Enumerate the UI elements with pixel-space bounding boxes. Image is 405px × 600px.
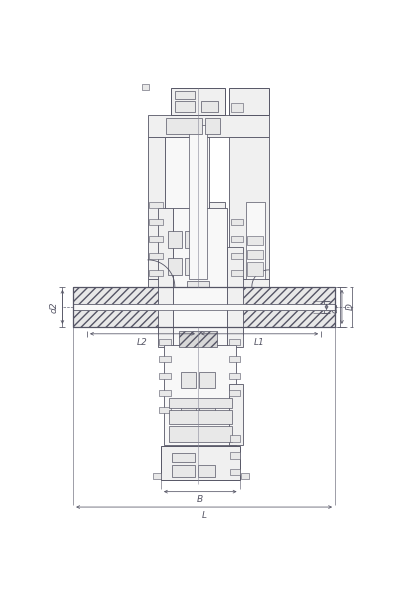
Bar — [168, 398, 232, 409]
Bar — [200, 403, 215, 419]
Bar — [230, 469, 240, 475]
Bar — [149, 253, 162, 259]
Bar — [73, 287, 335, 304]
Bar — [231, 219, 243, 225]
Bar — [175, 101, 195, 112]
Bar — [149, 219, 162, 225]
Bar — [229, 279, 269, 287]
Text: d2: d2 — [49, 301, 59, 313]
Bar — [172, 464, 195, 477]
Text: d1: d1 — [330, 301, 339, 313]
Bar — [241, 473, 249, 479]
Bar — [181, 372, 196, 388]
Bar — [158, 208, 173, 347]
Bar — [231, 103, 243, 112]
Bar — [229, 373, 240, 379]
Bar — [168, 426, 232, 442]
Bar — [229, 390, 240, 396]
Bar — [200, 372, 215, 388]
Bar — [246, 202, 265, 279]
Bar — [148, 115, 269, 137]
Text: L2: L2 — [137, 338, 148, 347]
Bar — [247, 236, 262, 245]
Bar — [187, 281, 209, 287]
Bar — [164, 346, 237, 445]
Bar — [158, 327, 243, 335]
Bar — [179, 331, 217, 347]
Text: D: D — [346, 304, 355, 310]
Bar — [73, 287, 335, 327]
Bar — [185, 232, 199, 248]
Bar — [175, 91, 195, 99]
Bar — [230, 436, 240, 442]
Bar — [161, 446, 239, 480]
Bar — [229, 339, 240, 346]
Bar — [160, 339, 171, 346]
Bar — [168, 410, 232, 424]
Bar — [173, 208, 227, 347]
Bar — [198, 464, 215, 477]
Bar — [247, 250, 262, 259]
Bar — [229, 88, 269, 115]
Bar — [168, 257, 182, 275]
Bar — [229, 384, 243, 445]
Bar — [165, 137, 209, 279]
Bar — [201, 101, 218, 112]
Bar — [148, 137, 165, 279]
Bar — [168, 232, 182, 248]
Bar — [148, 279, 225, 287]
Bar — [231, 253, 243, 259]
Bar — [247, 262, 262, 276]
Bar — [166, 118, 202, 134]
Bar — [153, 473, 161, 479]
Bar — [230, 452, 240, 458]
Bar — [149, 270, 162, 276]
Bar — [227, 247, 243, 347]
Text: L: L — [202, 511, 207, 520]
Bar — [160, 356, 171, 362]
Bar — [231, 236, 243, 242]
Bar — [149, 202, 162, 208]
Bar — [209, 202, 225, 279]
Bar — [231, 270, 243, 276]
Text: B: B — [197, 496, 203, 505]
Bar — [171, 88, 225, 115]
Bar — [181, 403, 196, 419]
Bar — [149, 236, 162, 242]
Bar — [189, 125, 207, 279]
Bar — [172, 453, 195, 463]
Text: L1: L1 — [254, 338, 265, 347]
Bar — [160, 373, 171, 379]
Bar — [160, 390, 171, 396]
Bar — [73, 304, 335, 310]
Bar — [160, 407, 171, 413]
Bar — [229, 356, 240, 362]
Bar — [229, 137, 269, 279]
Bar — [142, 83, 149, 90]
Bar — [185, 257, 199, 275]
Bar — [73, 310, 335, 327]
Bar — [205, 118, 220, 134]
